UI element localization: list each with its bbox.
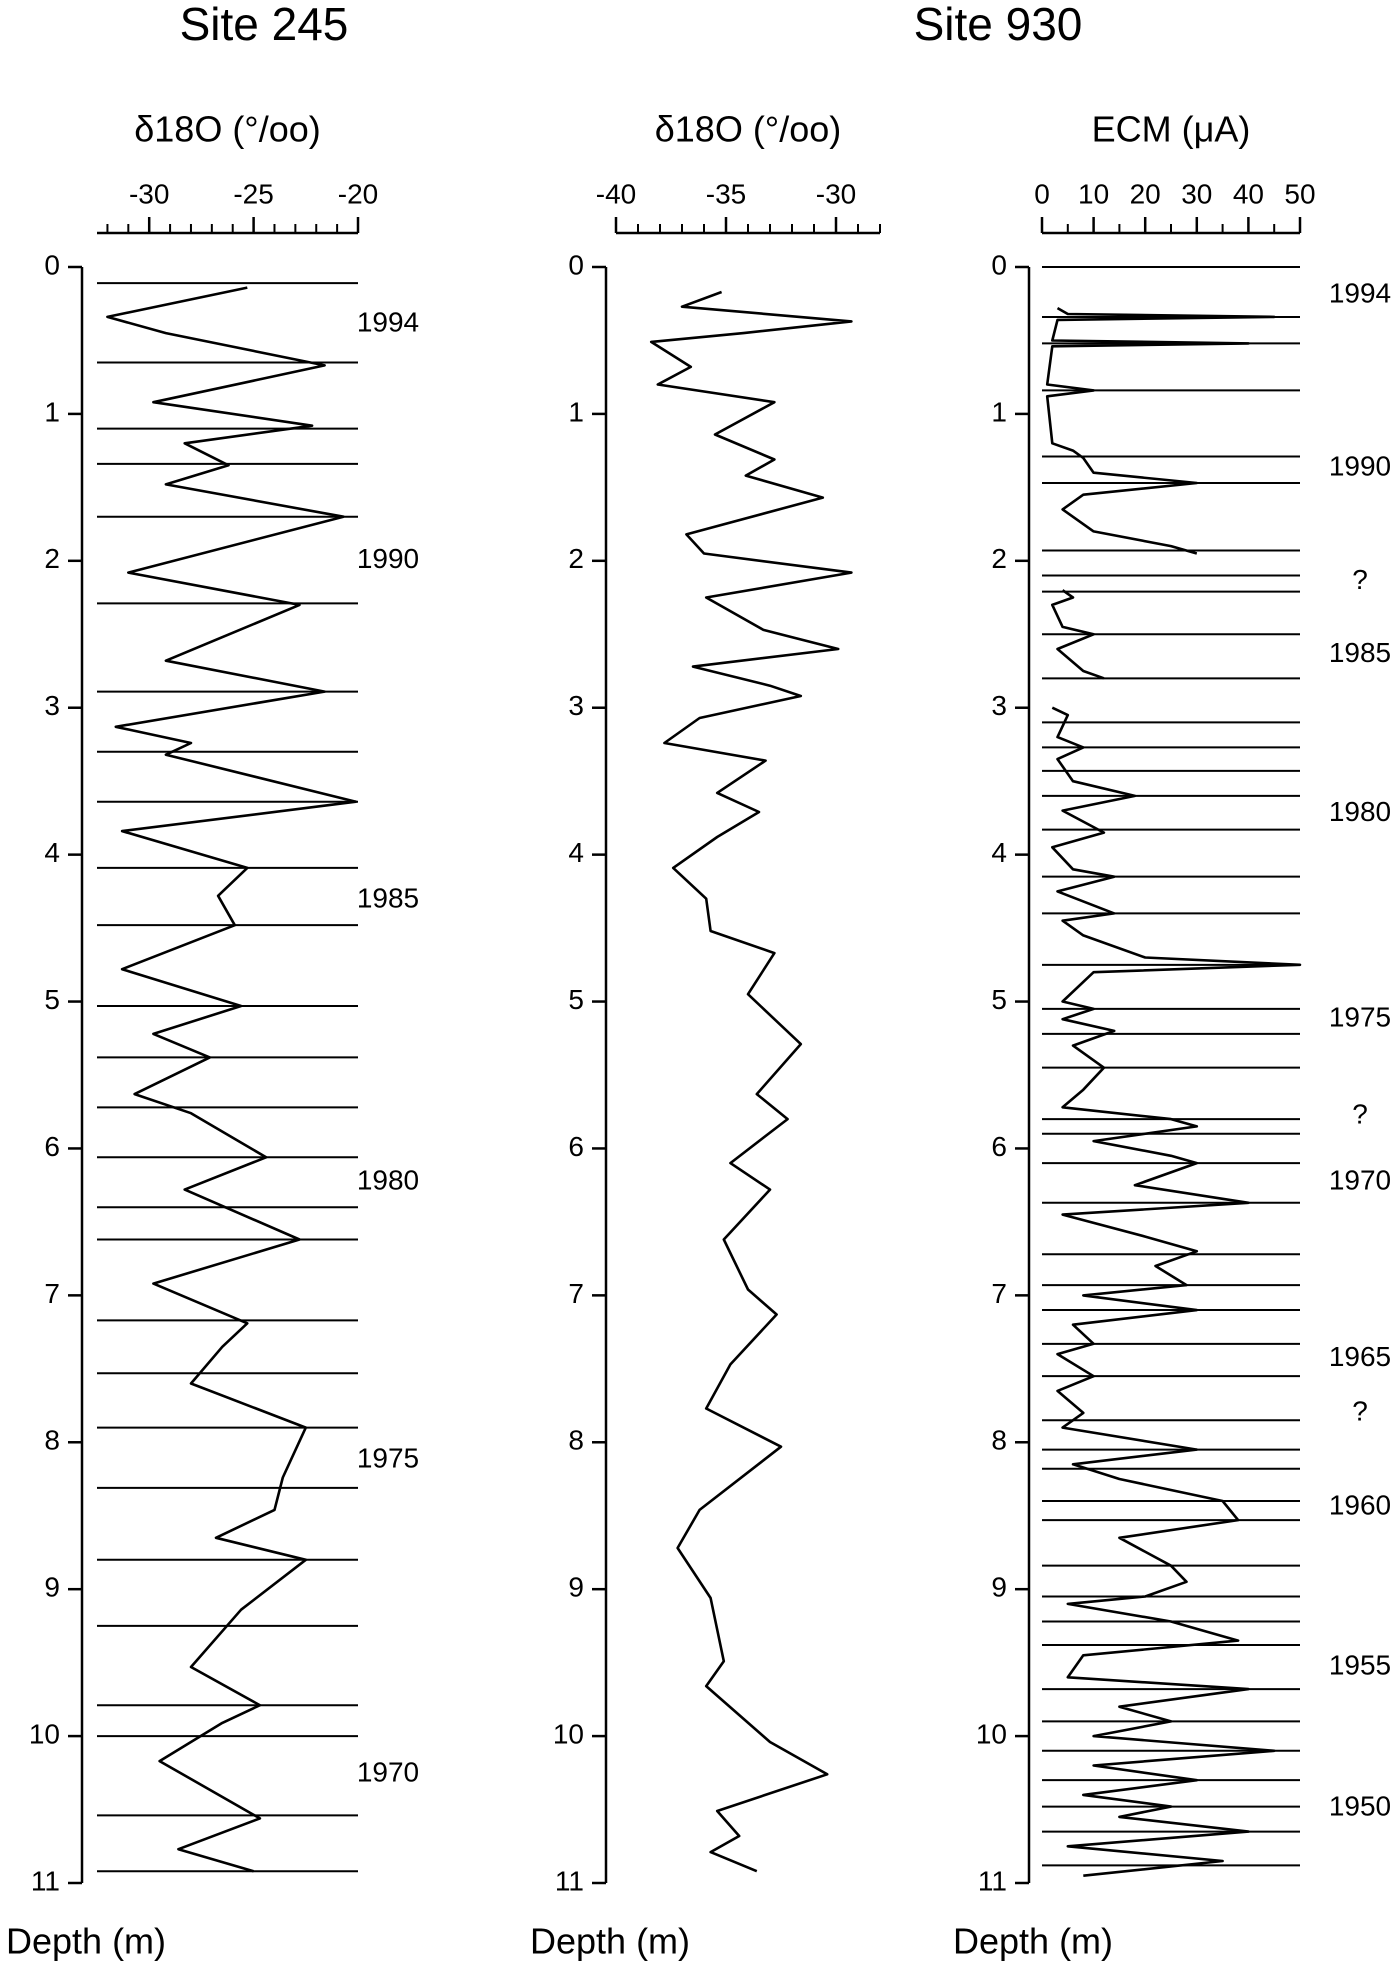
x-axis-label: δ18O (°/oo) [134,109,321,150]
y-tick-label: 2 [568,543,584,574]
y-tick-label: 6 [568,1131,584,1162]
y-tick-label: 4 [991,837,1007,868]
year-label: 1960 [1329,1489,1391,1520]
y-tick-label: 5 [568,984,584,1015]
y-tick-label: 8 [991,1425,1007,1456]
x-tick-label: -20 [338,178,378,209]
y-tick-label: 3 [991,690,1007,721]
year-label: 1990 [357,543,419,574]
x-tick-label: 50 [1284,178,1315,209]
y-tick-label: 5 [991,984,1007,1015]
y-tick-label: 10 [976,1718,1007,1749]
x-tick-label: -30 [129,178,169,209]
y-tick-label: 1 [568,396,584,427]
year-label: ? [1352,1395,1368,1426]
y-tick-label: 0 [568,249,584,280]
y-tick-label: 11 [978,1865,1007,1896]
y-tick-label: 2 [44,543,60,574]
year-label: 1980 [357,1165,419,1196]
year-label: 1990 [1329,451,1391,482]
y-tick-label: 3 [44,690,60,721]
x-tick-label: 0 [1034,178,1050,209]
y-tick-label: 0 [991,249,1007,280]
y-tick-label: 1 [991,396,1007,427]
profile-line [1045,306,1302,1877]
x-tick-label: 30 [1181,178,1212,209]
year-label: 1970 [1329,1165,1391,1196]
year-label: 1985 [1329,637,1391,668]
y-tick-label: 9 [991,1572,1007,1603]
year-label: 1985 [357,883,419,914]
y-tick-label: 5 [44,984,60,1015]
year-label: 1994 [1329,277,1391,308]
year-label: 1970 [357,1757,419,1788]
y-tick-label: 4 [568,837,584,868]
x-axis-label: ECM (μA) [1092,109,1251,150]
profile-line [106,286,358,1873]
year-label: 1955 [1329,1649,1391,1680]
x-tick-label: 20 [1130,178,1161,209]
y-axis-label: Depth (m) [530,1921,690,1962]
x-tick-label: -40 [596,178,636,209]
y-tick-label: 11 [555,1865,584,1896]
panel-title: Site 930 [914,0,1083,50]
y-axis-label: Depth (m) [953,1921,1113,1962]
year-label: 1975 [357,1442,419,1473]
panel-title: Site 245 [180,0,349,50]
y-tick-label: 0 [44,249,60,280]
year-label: ? [1352,1099,1368,1130]
y-tick-label: 7 [44,1278,60,1309]
year-label: 1950 [1329,1790,1391,1821]
y-tick-label: 11 [31,1865,60,1896]
y-tick-label: 10 [553,1718,584,1749]
year-label: 1994 [357,307,419,338]
x-tick-label: -30 [816,178,856,209]
y-tick-label: 6 [991,1131,1007,1162]
y-tick-label: 1 [44,396,60,427]
y-tick-label: 7 [991,1278,1007,1309]
year-label: 1965 [1329,1341,1391,1372]
year-label: 1980 [1329,796,1391,827]
x-tick-label: 40 [1233,178,1264,209]
y-tick-label: 6 [44,1131,60,1162]
x-axis-label: δ18O (°/oo) [655,109,842,150]
y-tick-label: 9 [44,1572,60,1603]
y-axis-label: Depth (m) [6,1921,166,1962]
profile-line [649,290,853,1873]
year-label: 1975 [1329,1002,1391,1033]
x-tick-label: -25 [233,178,273,209]
x-tick-label: -35 [706,178,746,209]
x-tick-label: 10 [1078,178,1109,209]
y-tick-label: 4 [44,837,60,868]
y-tick-label: 8 [568,1425,584,1456]
y-tick-label: 9 [568,1572,584,1603]
y-tick-label: 7 [568,1278,584,1309]
y-tick-label: 3 [568,690,584,721]
y-tick-label: 8 [44,1425,60,1456]
y-tick-label: 2 [991,543,1007,574]
year-label: ? [1352,564,1368,595]
y-tick-label: 10 [29,1718,60,1749]
